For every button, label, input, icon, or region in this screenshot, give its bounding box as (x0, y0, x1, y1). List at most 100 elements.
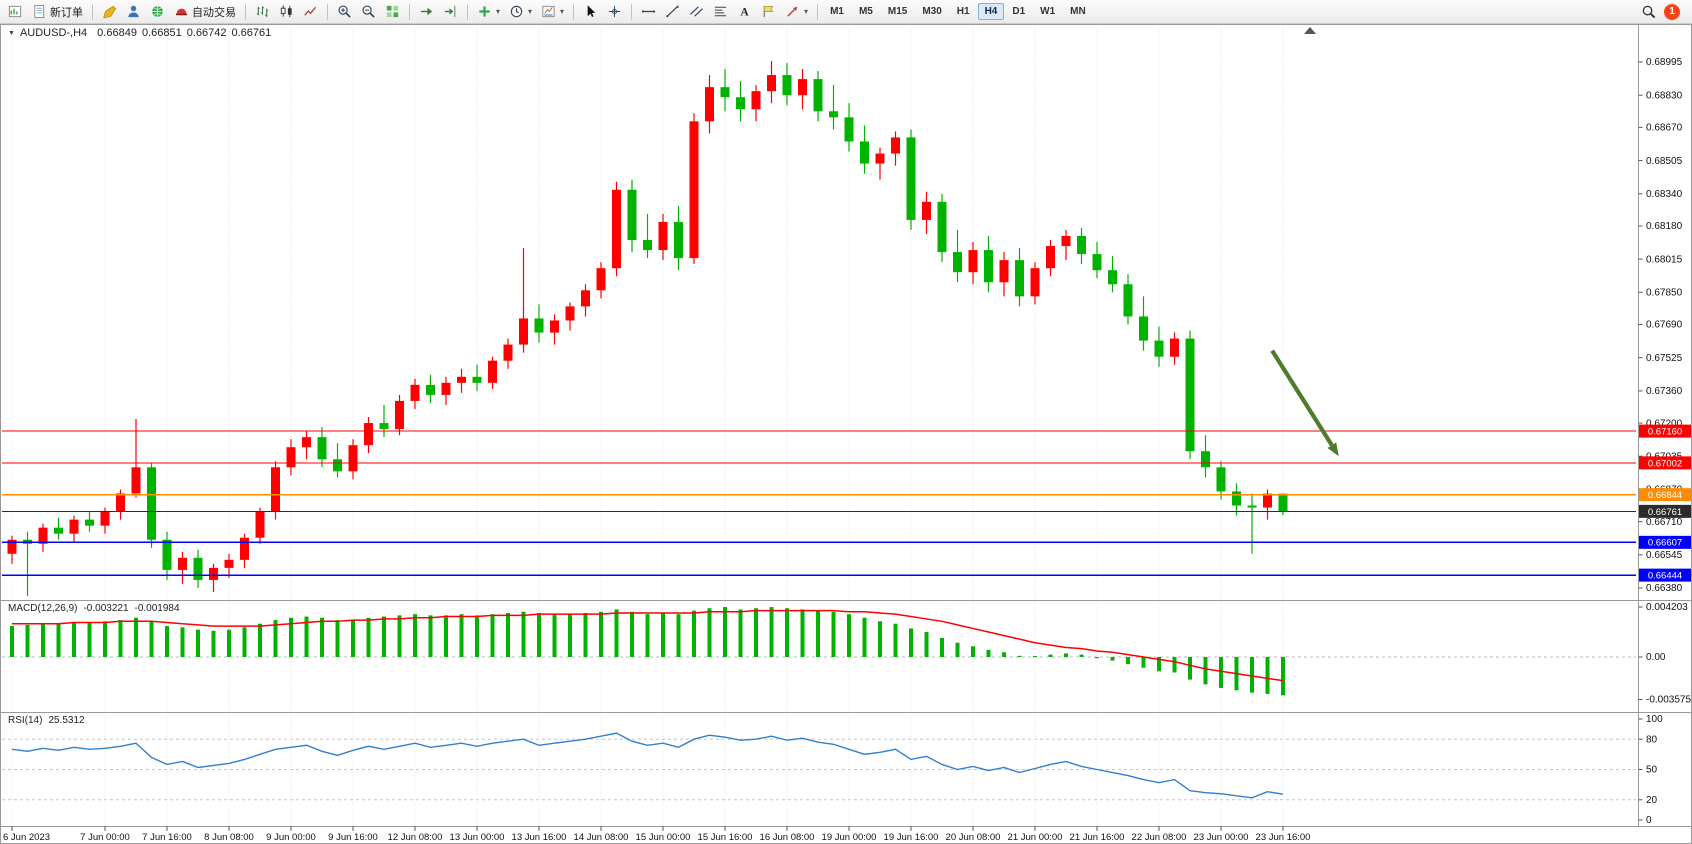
svg-text:15 Jun 00:00: 15 Jun 00:00 (636, 832, 691, 843)
indicators-button[interactable]: ▾ (473, 1, 504, 22)
svg-text:16 Jun 08:00: 16 Jun 08:00 (760, 832, 815, 843)
metaeditor-button[interactable] (98, 1, 121, 22)
new-order-button[interactable]: 新订单 (28, 1, 87, 22)
cursor-button[interactable] (579, 1, 602, 22)
svg-text:0.68830: 0.68830 (1646, 90, 1683, 101)
rsi-line (11, 732, 1284, 799)
svg-text:0.66761: 0.66761 (1648, 507, 1682, 518)
timeframe-w1[interactable]: W1 (1033, 3, 1062, 20)
time-axis[interactable]: 6 Jun 2023 7 Jun 00:00 7 Jun 16:00 8 Jun 08… (3, 826, 1310, 843)
channel-tool-button[interactable] (685, 1, 708, 22)
new-order-label: 新订单 (50, 6, 83, 19)
timeframe-d1[interactable]: D1 (1005, 3, 1032, 20)
time-gridlines (11, 28, 1284, 824)
horizontal-lines[interactable] (2, 430, 1636, 576)
chevron-down-icon: ▾ (804, 7, 809, 16)
market-button[interactable] (146, 1, 169, 22)
trendline-tool-button[interactable] (661, 1, 684, 22)
periods-button[interactable]: ▾ (505, 1, 536, 22)
label-tool-button[interactable] (757, 1, 780, 22)
timeframe-h4[interactable]: H4 (977, 3, 1005, 20)
svg-text:80: 80 (1646, 734, 1658, 745)
zoom-out-button[interactable] (357, 1, 380, 22)
text-icon: A (740, 7, 749, 19)
open-price: 0.66849 (97, 27, 137, 39)
svg-text:19 Jun 16:00: 19 Jun 16:00 (884, 832, 939, 843)
chart-shift-button[interactable] (439, 1, 462, 22)
svg-text:12 Jun 08:00: 12 Jun 08:00 (388, 832, 443, 843)
templates-button[interactable]: ▾ (537, 1, 568, 22)
shapes-tool-button[interactable]: ▾ (781, 1, 812, 22)
tile-windows-icon (386, 5, 399, 18)
chart-window[interactable]: 0.68995 0.68830 0.68670 0.68505 0.68340 0.681… (0, 24, 1692, 844)
notification-badge[interactable]: 1 (1664, 3, 1680, 20)
hline-tool-button[interactable] (637, 1, 660, 22)
panel-borders (0, 24, 1692, 844)
svg-text:22 Jun 08:00: 22 Jun 08:00 (1132, 832, 1187, 843)
svg-text:0.67160: 0.67160 (1648, 427, 1682, 438)
channel-icon (690, 6, 704, 17)
crosshair-button[interactable] (603, 1, 626, 22)
svg-text:23 Jun 00:00: 23 Jun 00:00 (1194, 832, 1249, 843)
timeframe-m15[interactable]: M15 (881, 3, 914, 20)
chart-shift-icon (444, 5, 456, 18)
cursor-icon (587, 5, 596, 17)
timeframe-m5[interactable]: M5 (852, 3, 880, 20)
bars-chart-button[interactable] (251, 1, 274, 22)
svg-text:50: 50 (1646, 765, 1658, 776)
tile-windows-button[interactable] (381, 1, 404, 22)
autotrading-label: 自动交易 (192, 6, 236, 19)
svg-text:0.68505: 0.68505 (1646, 156, 1683, 167)
svg-text:0.68670: 0.68670 (1646, 123, 1683, 134)
macd-histogram (10, 607, 1285, 696)
line-chart-button[interactable] (299, 1, 322, 22)
timeframe-mn[interactable]: MN (1063, 3, 1093, 20)
toolbar-separator (467, 3, 468, 20)
svg-text:0.66844: 0.66844 (1648, 490, 1682, 501)
svg-text:13 Jun 00:00: 13 Jun 00:00 (450, 832, 505, 843)
high-price: 0.66851 (141, 27, 182, 39)
timeframe-m1[interactable]: M1 (823, 3, 851, 20)
svg-text:0.67002: 0.67002 (1648, 458, 1682, 469)
svg-text:13 Jun 16:00: 13 Jun 16:00 (512, 832, 567, 843)
close-price: 0.66761 (231, 27, 272, 39)
candlestick-chart-button[interactable] (275, 1, 298, 22)
trend-arrow-annotation[interactable] (1270, 349, 1339, 457)
chart-shift-marker[interactable] (1304, 27, 1316, 34)
chart-menu-icon[interactable]: ▼ (8, 30, 15, 37)
macd-signal-value: -0.001984 (134, 603, 180, 614)
line-chart-icon (304, 6, 317, 16)
svg-text:7 Jun 00:00: 7 Jun 00:00 (80, 832, 130, 843)
svg-text:0.67525: 0.67525 (1646, 353, 1683, 364)
svg-text:0.66444: 0.66444 (1648, 571, 1682, 582)
zoom-in-button[interactable] (333, 1, 356, 22)
rsi-value: 25.5312 (48, 715, 85, 726)
fibonacci-tool-button[interactable] (709, 1, 732, 22)
autotrading-hat-icon (175, 8, 188, 16)
community-button[interactable] (122, 1, 145, 22)
timeframe-h1[interactable]: H1 (950, 3, 977, 20)
zoom-out-icon (362, 5, 375, 18)
fibonacci-icon (714, 6, 727, 17)
svg-text:0.67360: 0.67360 (1646, 386, 1683, 397)
new-chart-button[interactable] (4, 1, 27, 22)
search-button[interactable] (1637, 1, 1660, 22)
price-axis[interactable]: 0.68995 0.68830 0.68670 0.68505 0.68340 0.681… (1638, 57, 1692, 826)
low-price: 0.66742 (186, 27, 227, 39)
trendline-icon (666, 5, 679, 18)
svg-text:100: 100 (1646, 714, 1663, 725)
toolbar-separator (631, 3, 633, 20)
autotrading-button[interactable]: 自动交易 (170, 1, 240, 22)
svg-text:9 Jun 16:00: 9 Jun 16:00 (328, 832, 378, 843)
toolbar-separator (245, 3, 246, 20)
chart-canvas[interactable]: 0.68995 0.68830 0.68670 0.68505 0.68340 0.681… (0, 24, 1692, 844)
rsi-indicator-label: RSI(14) 25.5312 (8, 715, 91, 726)
text-tool-button[interactable]: A (733, 1, 756, 22)
svg-text:15 Jun 16:00: 15 Jun 16:00 (698, 832, 753, 843)
metaeditor-pencil-icon (103, 5, 117, 19)
bar-chart-icon (256, 6, 269, 18)
candlestick-icon (280, 5, 292, 18)
zoom-in-icon (338, 5, 351, 18)
timeframe-m30[interactable]: M30 (915, 3, 948, 20)
auto-scroll-button[interactable] (415, 1, 438, 22)
